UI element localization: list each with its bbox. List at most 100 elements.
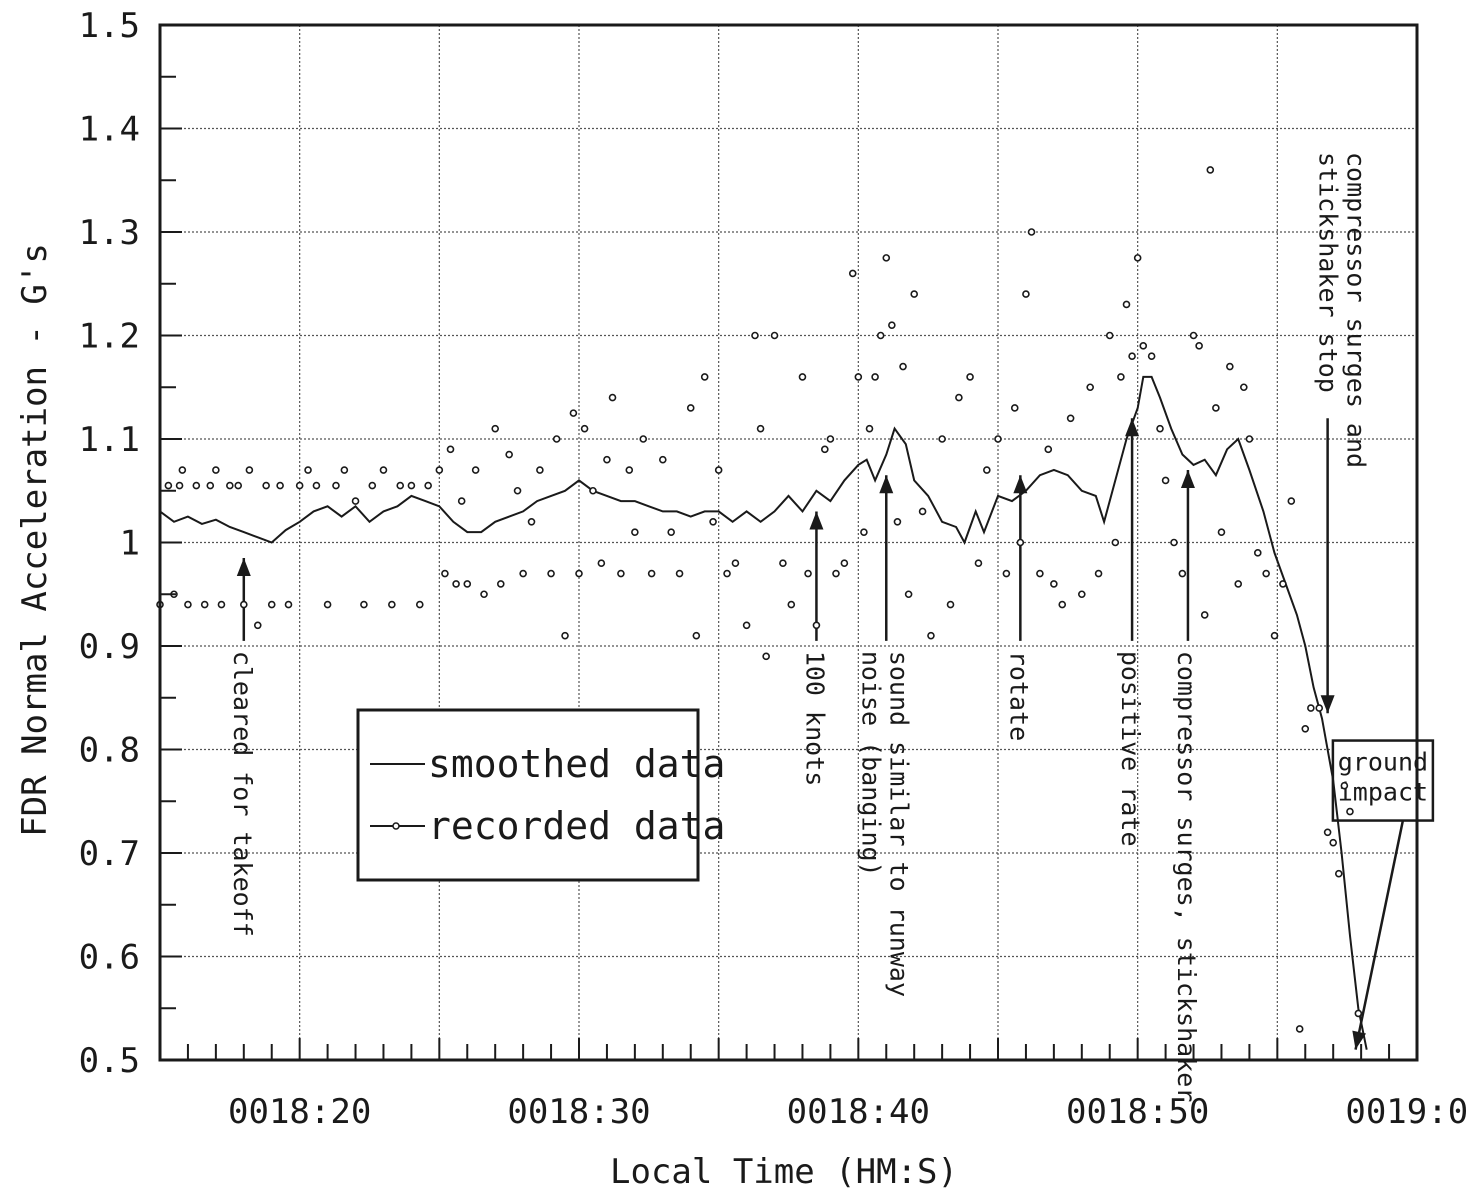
recorded-point-79 bbox=[770, 331, 779, 340]
y-axis-label: FDR Normal Acceleration - G's bbox=[15, 243, 55, 837]
recorded-point-21 bbox=[304, 466, 312, 474]
recorded-point-92 bbox=[865, 424, 874, 433]
recorded-point-31 bbox=[396, 481, 405, 490]
y-tick-label-10: 1.5 bbox=[79, 6, 140, 46]
100-knots-label: 100 knots bbox=[800, 651, 829, 786]
annotation-layer: cleared for takeoff 100 knots sound simila… bbox=[228, 152, 1435, 1103]
recorded-point-23 bbox=[323, 600, 332, 609]
recorded-point-32 bbox=[407, 481, 416, 490]
recorded-point-55 bbox=[580, 424, 589, 433]
recorded-point-140 bbox=[1217, 528, 1226, 536]
y-tick-label-8: 1.3 bbox=[79, 213, 140, 253]
recorded-point-30 bbox=[388, 600, 396, 609]
recorded-point-149 bbox=[1287, 497, 1296, 505]
recorded-point-114 bbox=[1027, 228, 1036, 236]
recorded-point-39 bbox=[457, 497, 466, 505]
recorded-point-126 bbox=[1122, 300, 1131, 309]
recorded-point-46 bbox=[513, 486, 522, 495]
recorded-point-6 bbox=[192, 481, 201, 490]
recorded-point-90 bbox=[854, 373, 863, 381]
recorded-point-7 bbox=[200, 600, 209, 609]
recorded-point-33 bbox=[415, 600, 424, 609]
recorded-point-68 bbox=[686, 404, 695, 412]
recorded-point-97 bbox=[893, 517, 902, 526]
recorded-point-145 bbox=[1253, 549, 1262, 557]
recorded-point-132 bbox=[1161, 476, 1170, 485]
tick-layer: 0018:20 0018:30 0018:40 0018:50 0019:00 0.5 0.… bbox=[79, 6, 1467, 1132]
compressor-surges-stickshaker-label: compressor surges, stickshaker bbox=[1172, 651, 1201, 1103]
recorded-point-107 bbox=[974, 559, 983, 568]
recorded-point-120 bbox=[1078, 590, 1086, 599]
recorded-point-153 bbox=[1315, 704, 1324, 712]
recorded-point-54 bbox=[575, 569, 583, 578]
recorded-point-130 bbox=[1147, 352, 1156, 361]
recorded-point-34 bbox=[424, 481, 432, 490]
positive-rate-label: positive rate bbox=[1116, 651, 1145, 847]
recorded-point-22 bbox=[312, 481, 321, 490]
recorded-point-138 bbox=[1206, 166, 1215, 174]
recorded-point-119 bbox=[1066, 414, 1075, 423]
recorded-point-112 bbox=[1016, 538, 1025, 547]
recorded-point-20 bbox=[295, 481, 304, 490]
recorded-point-96 bbox=[888, 321, 896, 329]
recorded-point-157 bbox=[1340, 781, 1349, 790]
recorded-point-122 bbox=[1094, 569, 1103, 578]
recorded-point-4 bbox=[178, 466, 187, 474]
y-tick-label-6: 1.1 bbox=[79, 420, 140, 460]
recorded-point-49 bbox=[536, 466, 544, 474]
recorded-point-64 bbox=[647, 569, 656, 578]
recorded-point-76 bbox=[751, 331, 759, 340]
recorded-point-65 bbox=[658, 455, 667, 464]
recorded-point-81 bbox=[787, 600, 796, 609]
x-tick-label-1: 0018:30 bbox=[507, 1092, 650, 1132]
recorded-point-82 bbox=[798, 373, 807, 381]
recorded-point-45 bbox=[505, 450, 513, 459]
recorded-point-67 bbox=[675, 569, 684, 578]
recorded-point-91 bbox=[860, 528, 868, 536]
recorded-point-77 bbox=[756, 424, 765, 433]
rotate-text-0: rotate bbox=[1004, 651, 1033, 741]
recorded-point-58 bbox=[603, 455, 611, 464]
recorded-point-134 bbox=[1178, 569, 1187, 578]
recorded-point-66 bbox=[667, 528, 675, 536]
recorded-point-129 bbox=[1139, 342, 1148, 350]
sound-similar-text-1: noise (banging) bbox=[856, 651, 885, 877]
recorded-point-29 bbox=[379, 466, 388, 474]
recorded-point-146 bbox=[1262, 569, 1270, 578]
recorded-point-41 bbox=[471, 466, 480, 474]
recorded-point-17 bbox=[267, 600, 276, 609]
recorded-point-113 bbox=[1022, 290, 1030, 298]
recorded-point-156 bbox=[1334, 869, 1343, 878]
x-axis-label: Local Time (HM:S) bbox=[610, 1152, 958, 1192]
recorded-point-75 bbox=[742, 621, 751, 630]
recorded-point-72 bbox=[714, 466, 723, 474]
ground-impact-arrow-shaft bbox=[1354, 820, 1405, 1050]
legend: smoothed data recorded data bbox=[356, 708, 725, 882]
recorded-point-63 bbox=[639, 435, 648, 443]
recorded-point-135 bbox=[1189, 331, 1198, 340]
recorded-point-51 bbox=[552, 435, 561, 443]
recorded-point-99 bbox=[904, 590, 913, 599]
recorded-point-147 bbox=[1270, 631, 1279, 640]
x-tick-label-0: 0018:20 bbox=[228, 1092, 371, 1132]
100-knots-text-0: 100 knots bbox=[800, 651, 829, 786]
recorded-point-28 bbox=[368, 481, 377, 490]
recorded-point-37 bbox=[446, 445, 455, 454]
recorded-point-27 bbox=[360, 600, 368, 609]
series-layer bbox=[156, 166, 1368, 1050]
recorded-point-104 bbox=[946, 600, 955, 609]
recorded-point-118 bbox=[1058, 600, 1067, 609]
compressor-surges-stop-arrow-head bbox=[1320, 695, 1335, 714]
recorded-point-11 bbox=[226, 481, 234, 490]
recorded-point-14 bbox=[245, 466, 254, 474]
recorded-point-121 bbox=[1086, 383, 1094, 392]
recorded-point-158 bbox=[1346, 807, 1354, 816]
recorded-point-15 bbox=[253, 621, 262, 630]
recorded-point-139 bbox=[1212, 404, 1220, 412]
cleared-for-takeoff-arrow-head bbox=[236, 558, 251, 577]
recorded-point-8 bbox=[206, 481, 215, 490]
recorded-point-150 bbox=[1295, 1025, 1304, 1033]
